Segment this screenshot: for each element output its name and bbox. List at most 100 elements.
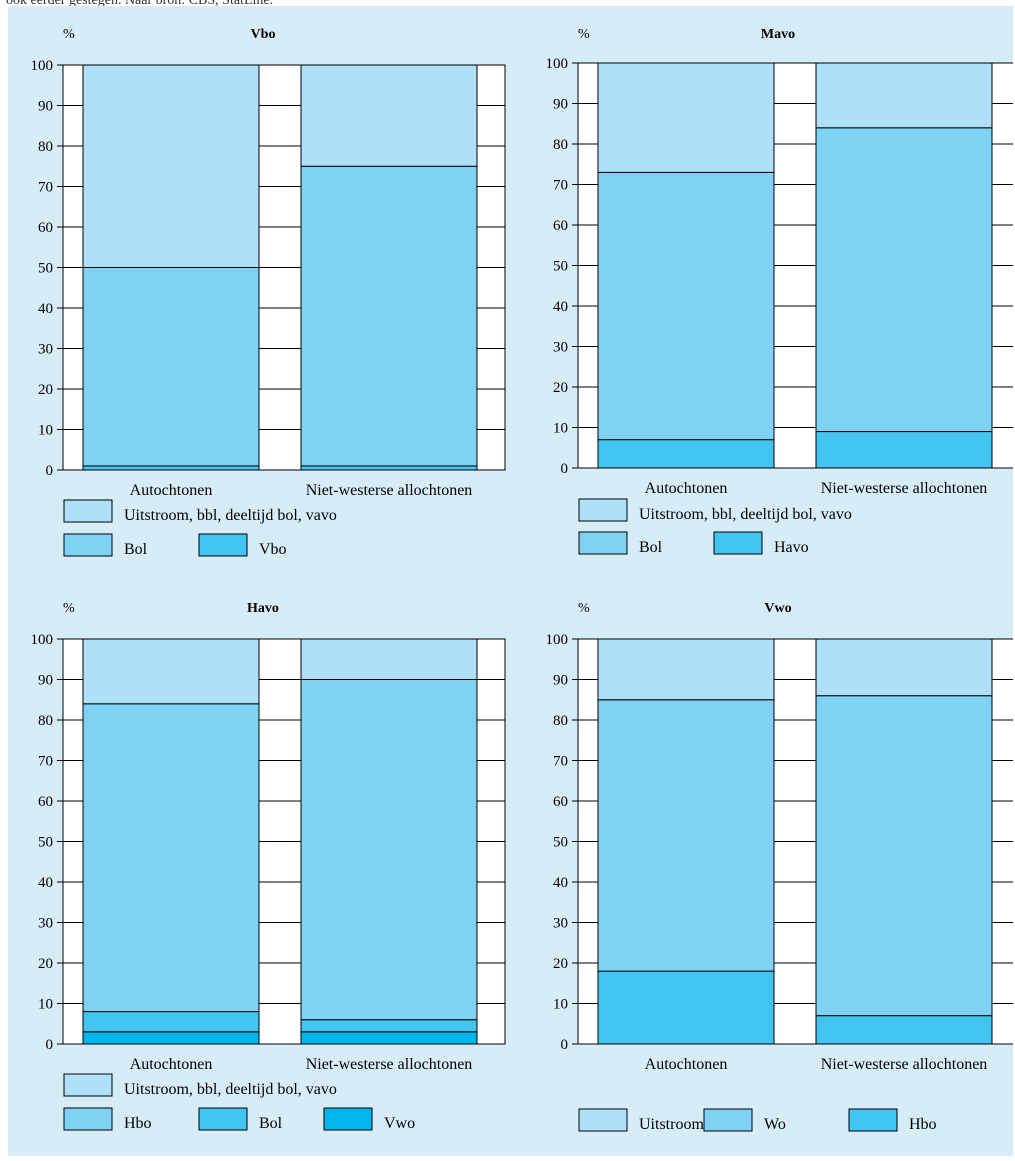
- y-axis-unit: %: [63, 601, 75, 616]
- y-tick-label: 90: [38, 99, 53, 115]
- legend-swatch: [578, 1108, 628, 1132]
- bar-segment: [82, 1011, 260, 1033]
- legend-swatch: [713, 531, 763, 555]
- y-tick-label: 20: [38, 956, 53, 972]
- legend-swatch: [63, 533, 113, 557]
- legend-label: Bol: [639, 539, 663, 556]
- legend-label: Hbo: [909, 1116, 937, 1133]
- y-tick-label: 40: [38, 875, 53, 891]
- legend: Uitstroom, bbl, deeltijd bol, vavo Bol Vbo: [63, 499, 337, 558]
- y-tick-label: 0: [561, 461, 569, 477]
- bar-segment: [300, 679, 478, 1021]
- bar-segment: [300, 638, 478, 680]
- bar-segment: [300, 1031, 478, 1045]
- y-tick-label: 60: [38, 794, 53, 810]
- y-tick-label: 70: [553, 754, 568, 770]
- y-tick-label: 100: [31, 632, 54, 648]
- bar-segment: [597, 638, 775, 701]
- y-axis-unit: %: [578, 27, 590, 42]
- legend-label: Bol: [124, 541, 148, 558]
- y-tick-label: 20: [553, 956, 568, 972]
- legend-swatch: [63, 1073, 113, 1097]
- y-tick-label: 90: [553, 97, 568, 113]
- chart-title: Mavo: [761, 27, 795, 42]
- x-category-label: Autochtonen: [130, 1056, 213, 1073]
- plot-border: [62, 64, 506, 471]
- chart-vwo: 0 10 20 30 40 50 60 70 80 90 100 Autochtonen Niet-we…: [546, 601, 1015, 1133]
- y-tick-label: 50: [38, 261, 53, 277]
- figure-caption: ook eerder gestegen. Naar bron: CBS, Sta…: [6, 0, 274, 8]
- legend-label: Uitstroom: [639, 1116, 704, 1133]
- legend-swatch: [578, 531, 628, 555]
- y-tick-label: 70: [553, 178, 568, 194]
- bar-segment: [597, 62, 775, 173]
- bar-segment: [82, 465, 260, 471]
- x-category-label: Niet-westerse allochtonen: [306, 1056, 473, 1073]
- x-category-label: Autochtonen: [645, 1056, 728, 1073]
- legend-label: Bol: [259, 1115, 283, 1132]
- chart-title: Havo: [247, 601, 279, 616]
- bar-segment: [300, 465, 478, 471]
- x-category-label: Niet-westerse allochtonen: [306, 482, 473, 499]
- bar-segment: [815, 638, 993, 697]
- bar-segment: [597, 171, 775, 441]
- y-tick-label: 30: [553, 916, 568, 932]
- legend-swatch: [63, 1107, 113, 1131]
- legend-label: Uitstroom, bbl, deeltijd bol, vavo: [639, 506, 852, 523]
- bar-segment: [300, 165, 478, 467]
- x-category-label: Niet-westerse allochtonen: [821, 480, 988, 497]
- y-tick-label: 80: [553, 137, 568, 153]
- y-tick-label: 90: [38, 673, 53, 689]
- legend-swatch: [578, 498, 628, 522]
- y-tick-label: 0: [561, 1037, 569, 1053]
- y-tick-label: 100: [546, 56, 569, 72]
- chart-havo: 0 10 20 30 40 50 60 70 80 90 100 Autochtonen Niet-we…: [31, 601, 506, 1132]
- bar-segment: [82, 638, 260, 705]
- y-tick-label: 100: [31, 58, 54, 74]
- y-tick-label: 30: [553, 340, 568, 356]
- y-tick-label: 80: [553, 713, 568, 729]
- x-category-label: Niet-westerse allochtonen: [821, 1056, 988, 1073]
- chart-mavo: 0 10 20 30 40 50 60 70 80 90 100 Autochtonen Niet-we…: [546, 27, 1015, 556]
- y-tick-label: 20: [38, 382, 53, 398]
- x-category-label: Autochtonen: [645, 480, 728, 497]
- chart-vbo: 0 10 20 30 40 50 60 70 80 90 100 Autochtonen Niet-we…: [31, 27, 506, 558]
- y-tick-label: 0: [46, 463, 54, 479]
- y-tick-label: 30: [38, 916, 53, 932]
- bar-segment: [300, 1019, 478, 1033]
- y-tick-label: 60: [553, 218, 568, 234]
- legend: Uitstroom, bbl, deeltijd bol, vavo Hbo Bol…: [63, 1073, 415, 1132]
- bar-segment: [815, 695, 993, 1017]
- chart-title: Vwo: [764, 601, 791, 616]
- bar-segment: [815, 62, 993, 129]
- y-tick-label: 10: [553, 421, 568, 437]
- bar-segment: [82, 1031, 260, 1045]
- y-tick-label: 50: [38, 835, 53, 851]
- legend-swatch: [323, 1107, 373, 1131]
- legend: Uitstroom Wo Hbo: [578, 1108, 937, 1133]
- y-tick-label: 50: [553, 259, 568, 275]
- y-tick-label: 80: [38, 713, 53, 729]
- legend-label: Wo: [764, 1116, 786, 1133]
- y-tick-label: 40: [553, 875, 568, 891]
- y-tick-label: 70: [38, 180, 53, 196]
- bar-segment: [82, 703, 260, 1013]
- legend-swatch: [848, 1108, 898, 1132]
- y-tick-label: 60: [38, 220, 53, 236]
- y-tick-label: 90: [553, 673, 568, 689]
- bar-segment: [597, 439, 775, 469]
- y-tick-label: 30: [38, 342, 53, 358]
- charts-svg: 0 10 20 30 40 50 60 70 80 90 100 Autochtonen Niet-we…: [31, 27, 1015, 1133]
- plot-border: [577, 62, 1015, 469]
- legend-swatch: [198, 1107, 248, 1131]
- y-axis-unit: %: [63, 27, 75, 42]
- legend-swatch: [198, 533, 248, 557]
- y-tick-label: 60: [553, 794, 568, 810]
- y-tick-label: 80: [38, 139, 53, 155]
- y-tick-label: 0: [46, 1037, 54, 1053]
- bar-segment: [815, 1015, 993, 1045]
- legend-label: Uitstroom, bbl, deeltijd bol, vavo: [124, 507, 337, 524]
- y-tick-label: 20: [553, 380, 568, 396]
- chart-title: Vbo: [251, 27, 276, 42]
- bar-segment: [82, 267, 260, 467]
